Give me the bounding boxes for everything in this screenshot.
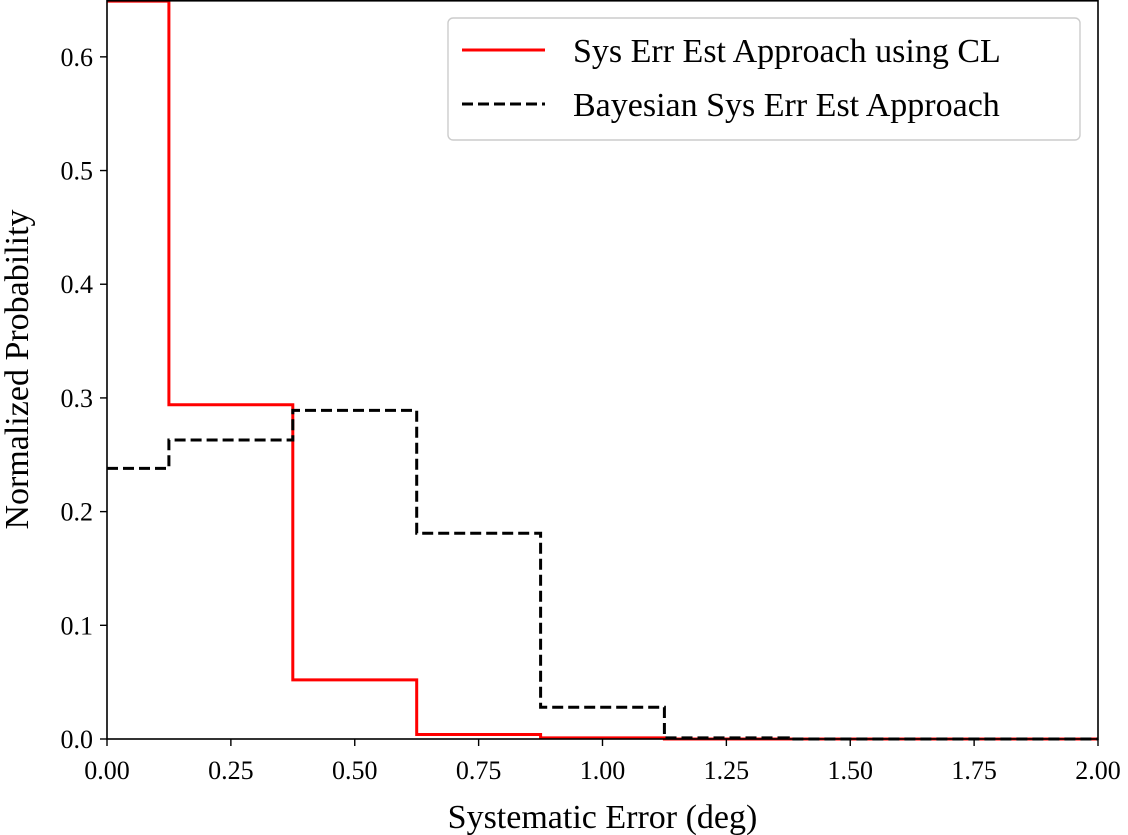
x-tick-label: 1.75 (951, 756, 997, 785)
y-axis: 0.0 0.1 0.2 0.3 0.4 0.5 0.6 (61, 43, 107, 754)
series-line-1 (107, 408, 1098, 741)
y-tick-label: 0.5 (61, 157, 94, 186)
y-axis-label: Normalized Probability (0, 209, 36, 529)
y-tick-label: 0.6 (61, 43, 94, 72)
y-tick-label: 0.2 (61, 498, 94, 527)
x-axis-label: Systematic Error (deg) (448, 799, 758, 835)
x-tick-label: 2.00 (1075, 756, 1121, 785)
legend-label-bayesian: Bayesian Sys Err Est Approach (573, 87, 1000, 124)
legend-label-cl: Sys Err Est Approach using CL (573, 33, 1001, 70)
y-tick-label: 0.0 (61, 725, 94, 754)
x-tick-label: 1.50 (828, 756, 874, 785)
y-tick-label: 0.3 (61, 384, 94, 413)
legend-box (447, 17, 1081, 141)
x-axis: 0.00 0.25 0.50 0.75 1.00 1.25 1.50 1.75 2.00 (84, 739, 1121, 785)
legend: Sys Err Est Approach using CL Bayesian S… (447, 17, 1081, 141)
y-tick-label: 0.4 (61, 270, 94, 299)
x-tick-label: 0.75 (456, 756, 502, 785)
x-tick-label: 0.00 (84, 756, 130, 785)
x-tick-label: 1.00 (580, 756, 626, 785)
x-tick-label: 0.25 (208, 756, 254, 785)
x-tick-label: 1.25 (704, 756, 750, 785)
x-tick-label: 0.50 (332, 756, 378, 785)
y-tick-label: 0.1 (61, 611, 94, 640)
